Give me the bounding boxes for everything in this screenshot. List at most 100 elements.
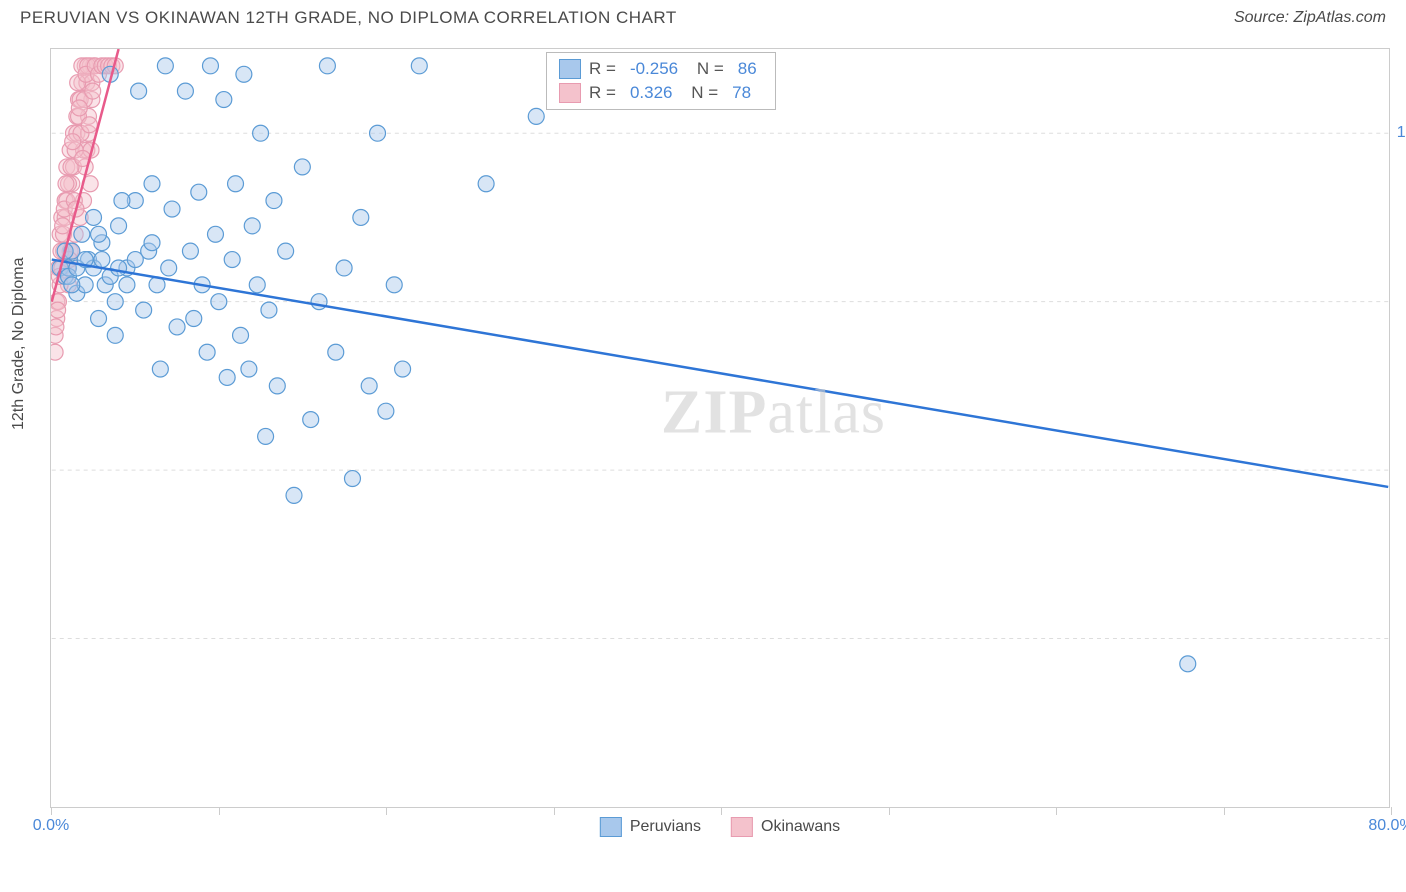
scatter-point	[228, 176, 244, 192]
scatter-point	[177, 83, 193, 99]
scatter-point	[182, 243, 198, 259]
scatter-point	[378, 403, 394, 419]
x-tick-label: 0.0%	[33, 817, 69, 835]
scatter-point	[266, 193, 282, 209]
scatter-point	[286, 487, 302, 503]
scatter-point	[81, 117, 97, 133]
x-tick	[1224, 807, 1225, 815]
scatter-point	[131, 83, 147, 99]
scatter-point	[51, 302, 66, 318]
scatter-point	[91, 311, 107, 327]
x-tick	[386, 807, 387, 815]
stats-row-peruvians: R = -0.256 N = 86	[559, 57, 763, 81]
scatter-point	[107, 294, 123, 310]
chart-header: PERUVIAN VS OKINAWAN 12TH GRADE, NO DIPL…	[0, 0, 1406, 32]
scatter-point	[169, 319, 185, 335]
scatter-point	[328, 344, 344, 360]
legend-label-okinawans: Okinawans	[761, 818, 840, 836]
scatter-point	[311, 294, 327, 310]
series-legend: Peruvians Okinawans	[600, 817, 840, 837]
scatter-point	[236, 66, 252, 82]
scatter-point	[144, 176, 160, 192]
scatter-point	[199, 344, 215, 360]
r-value-peruvians: -0.256	[624, 59, 684, 79]
x-tick	[51, 807, 52, 815]
scatter-point	[361, 378, 377, 394]
chart-plot-area: ZIPatlas R = -0.256 N = 86 R = 0.326 N =…	[50, 48, 1390, 808]
scatter-point	[157, 58, 173, 74]
scatter-point	[127, 252, 143, 268]
chart-title: PERUVIAN VS OKINAWAN 12TH GRADE, NO DIPL…	[20, 8, 677, 28]
scatter-point	[478, 176, 494, 192]
scatter-point	[91, 226, 107, 242]
scatter-point	[144, 235, 160, 251]
scatter-point	[216, 92, 232, 108]
scatter-plot-svg	[51, 49, 1389, 807]
swatch-peruvians	[559, 59, 581, 79]
scatter-point	[278, 243, 294, 259]
scatter-point	[107, 327, 123, 343]
legend-swatch-okinawans	[731, 817, 753, 837]
scatter-point	[152, 361, 168, 377]
n-value-peruvians: 86	[732, 59, 763, 79]
scatter-point	[233, 327, 249, 343]
legend-item-peruvians: Peruvians	[600, 817, 701, 837]
scatter-point	[64, 277, 80, 293]
scatter-point	[161, 260, 177, 276]
scatter-point	[319, 58, 335, 74]
legend-item-okinawans: Okinawans	[731, 817, 840, 837]
scatter-point	[528, 108, 544, 124]
x-tick	[219, 807, 220, 815]
scatter-point	[386, 277, 402, 293]
scatter-point	[261, 302, 277, 318]
scatter-point	[303, 412, 319, 428]
scatter-point	[136, 302, 152, 318]
scatter-point	[336, 260, 352, 276]
scatter-point	[65, 134, 81, 150]
x-tick-label: 80.0%	[1368, 817, 1406, 835]
scatter-point	[269, 378, 285, 394]
chart-source: Source: ZipAtlas.com	[1234, 9, 1386, 27]
scatter-point	[244, 218, 260, 234]
y-tick-label: 100.0%	[1397, 124, 1406, 142]
scatter-point	[86, 209, 102, 225]
swatch-okinawans	[559, 83, 581, 103]
legend-label-peruvians: Peruvians	[630, 818, 701, 836]
scatter-point	[219, 369, 235, 385]
scatter-point	[55, 218, 71, 234]
x-tick	[1056, 807, 1057, 815]
scatter-point	[370, 125, 386, 141]
scatter-point	[164, 201, 180, 217]
scatter-point	[411, 58, 427, 74]
scatter-point	[58, 176, 74, 192]
scatter-point	[119, 277, 135, 293]
scatter-point	[241, 361, 257, 377]
scatter-point	[253, 125, 269, 141]
scatter-point	[51, 344, 63, 360]
stats-row-okinawans: R = 0.326 N = 78	[559, 81, 763, 105]
scatter-point	[51, 319, 64, 335]
scatter-point	[191, 184, 207, 200]
scatter-point	[74, 226, 90, 242]
legend-swatch-peruvians	[600, 817, 622, 837]
stats-legend-box: R = -0.256 N = 86 R = 0.326 N = 78	[546, 52, 776, 110]
scatter-point	[224, 252, 240, 268]
scatter-point	[1180, 656, 1196, 672]
x-tick	[889, 807, 890, 815]
scatter-point	[186, 311, 202, 327]
scatter-point	[294, 159, 310, 175]
scatter-point	[85, 83, 101, 99]
x-tick	[721, 807, 722, 815]
scatter-point	[94, 252, 110, 268]
x-tick	[1391, 807, 1392, 815]
scatter-point	[211, 294, 227, 310]
scatter-point	[258, 428, 274, 444]
scatter-point	[71, 100, 87, 116]
scatter-point	[111, 218, 127, 234]
scatter-point	[208, 226, 224, 242]
x-tick	[554, 807, 555, 815]
r-value-okinawans: 0.326	[624, 83, 679, 103]
scatter-point	[202, 58, 218, 74]
scatter-point	[111, 260, 127, 276]
scatter-point	[249, 277, 265, 293]
